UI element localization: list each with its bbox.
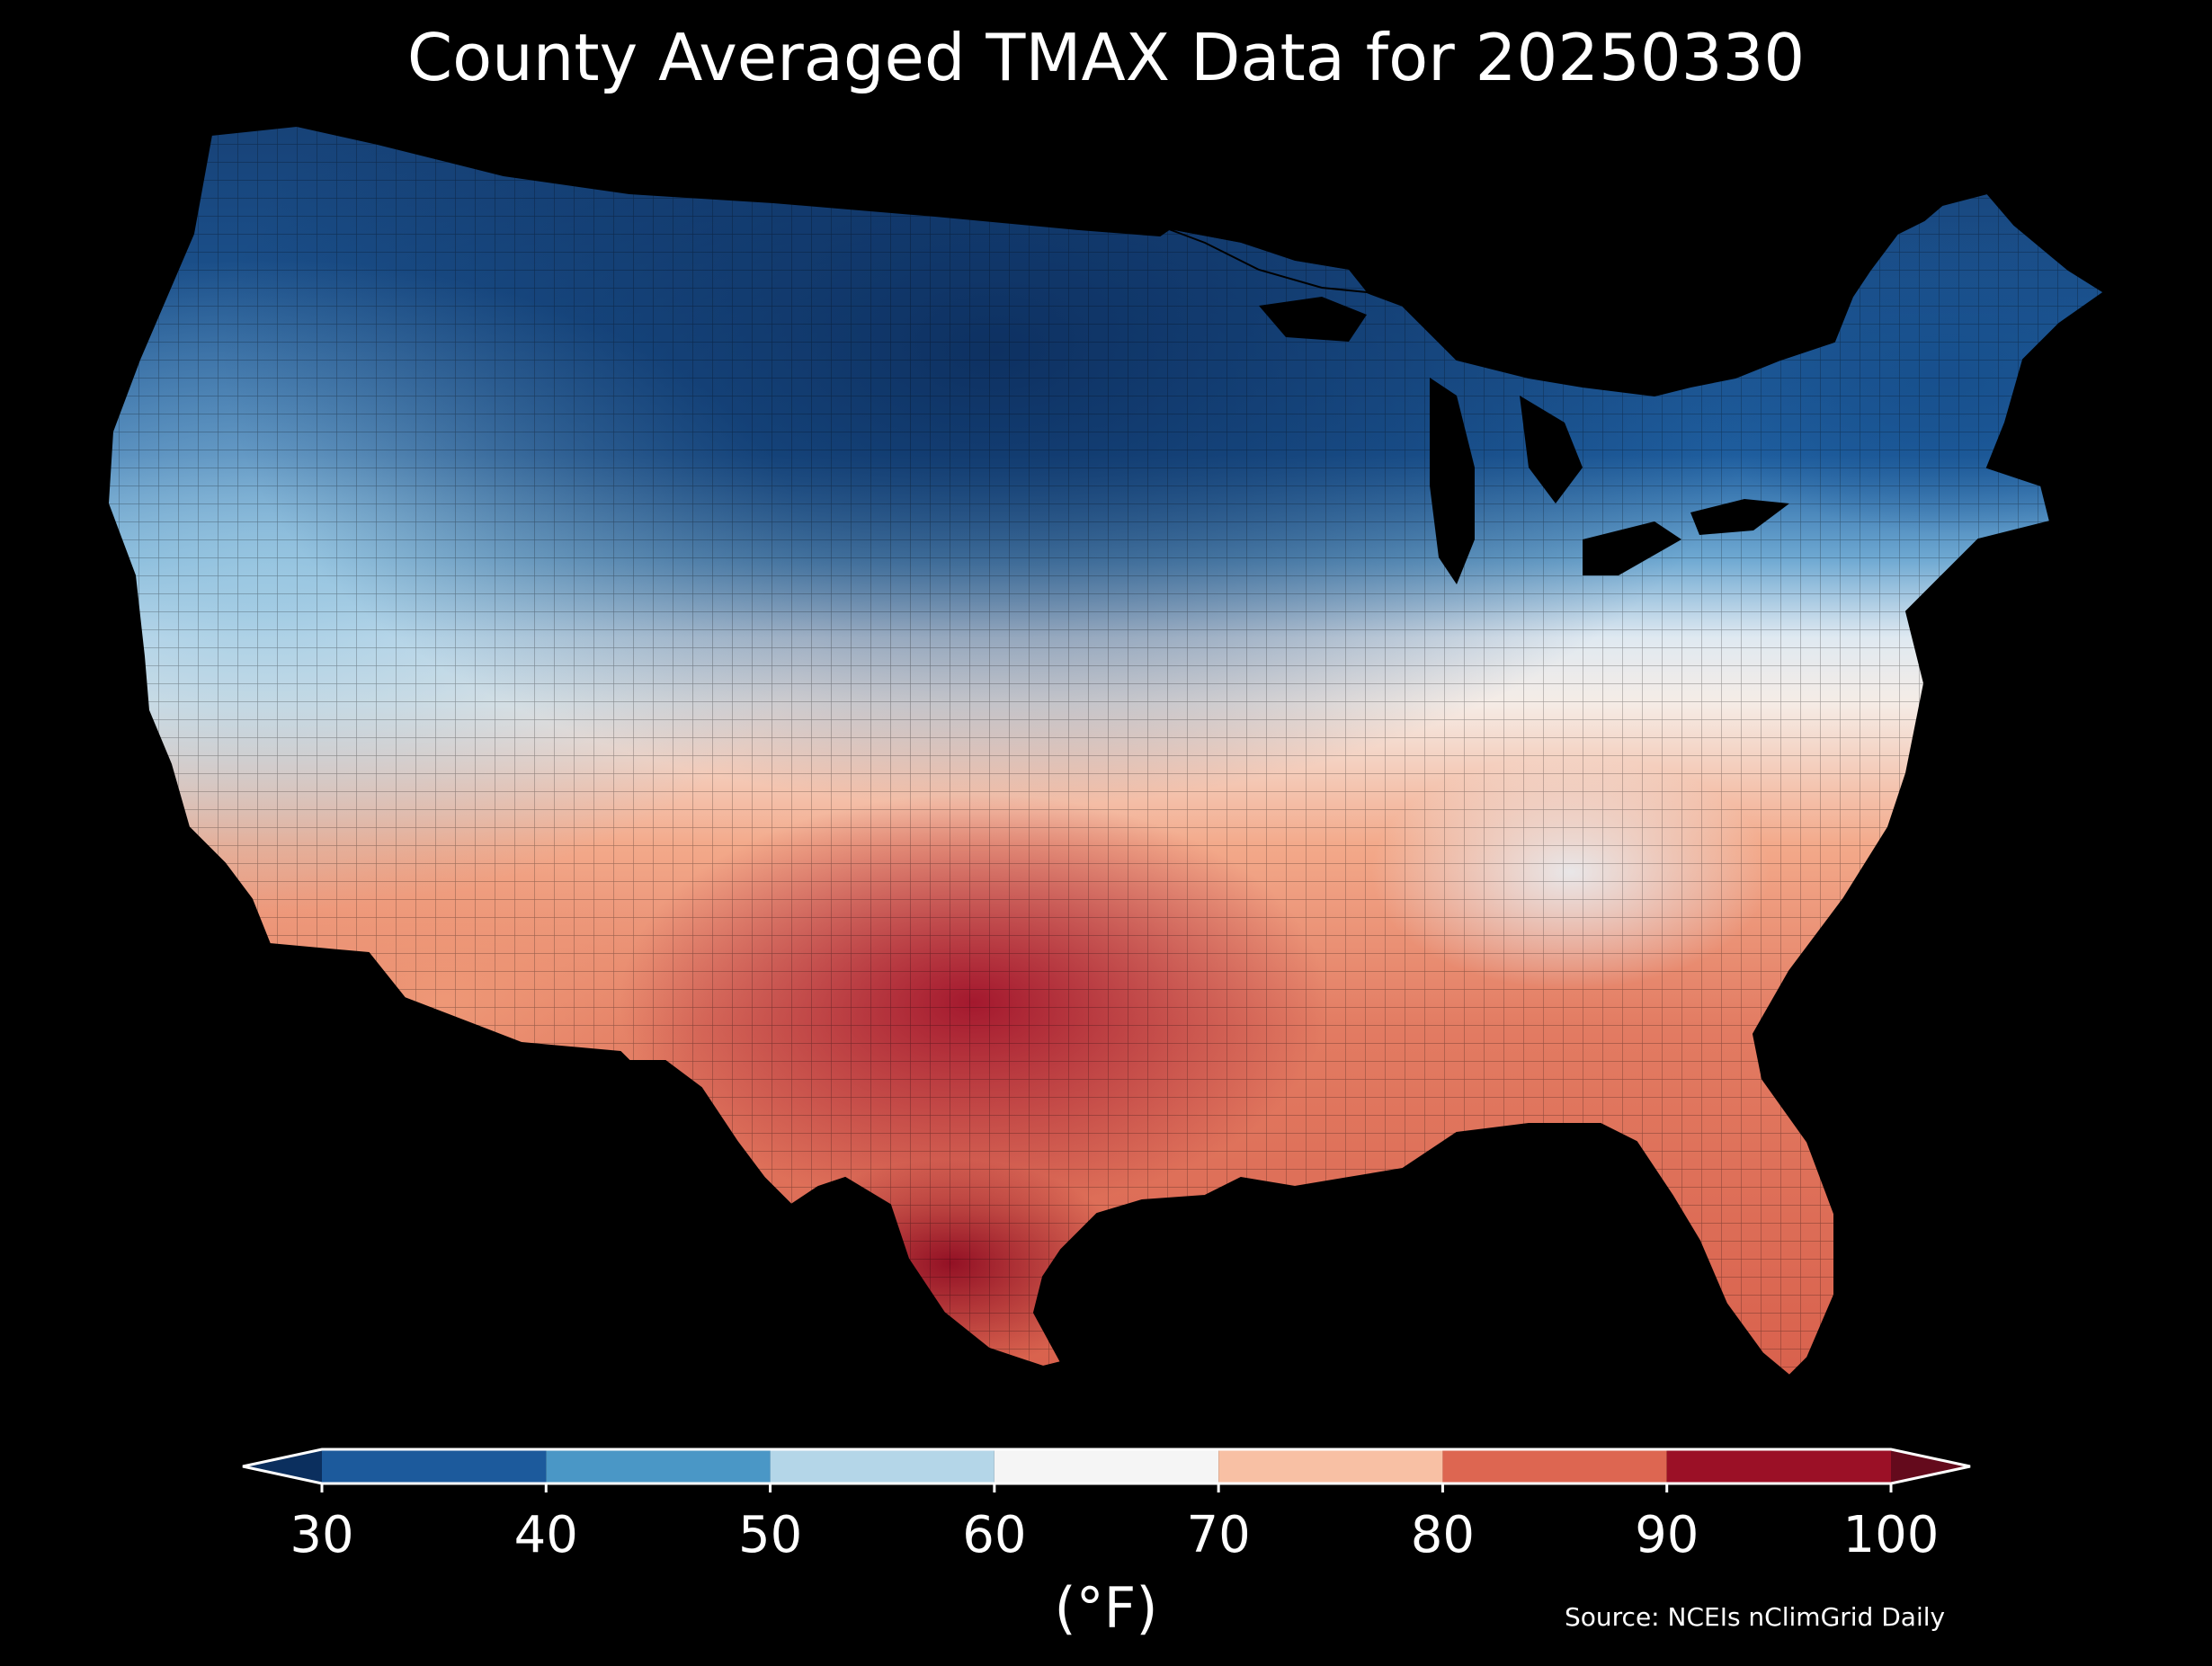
- colorbar-tick-label: 80: [1411, 1506, 1475, 1564]
- great-lakes: [1259, 297, 1789, 584]
- colorbar-bin-5: [1442, 1449, 1667, 1483]
- colorbar-bin-3: [994, 1449, 1219, 1483]
- us-contiguous-states: [108, 126, 2104, 1376]
- us-county-map: [107, 125, 2105, 1376]
- colorbar-over-arrow: [1891, 1449, 1970, 1483]
- colorbar-tick-label: 50: [738, 1506, 802, 1564]
- choropleth-map: [107, 125, 2105, 1376]
- colorbar-tick-label: 90: [1635, 1506, 1699, 1564]
- colorbar-bin-4: [1218, 1449, 1443, 1483]
- colorbar-bin-0: [322, 1449, 547, 1483]
- source-credit: Source: NCEIs nClimGrid Daily: [1565, 1602, 1946, 1632]
- colorbar-tick-label: 40: [514, 1506, 578, 1564]
- colorbar-unit-label: (°F): [1054, 1575, 1158, 1641]
- colorbar-tick-label: 60: [962, 1506, 1026, 1564]
- colorbar: 30 40 50 60 70 80 90 100: [242, 1448, 1971, 1564]
- colorbar-tick-label: 70: [1187, 1506, 1251, 1564]
- colorbar-bin-6: [1666, 1449, 1891, 1483]
- colorbar-tick-label: 30: [290, 1506, 353, 1564]
- colorbar-under-arrow: [243, 1449, 322, 1483]
- colorbar-tick-label: 100: [1843, 1506, 1940, 1564]
- colorbar-bin-1: [546, 1449, 771, 1483]
- colorbar-bin-2: [770, 1449, 995, 1483]
- map-title: County Averaged TMAX Data for 20250330: [406, 20, 1806, 95]
